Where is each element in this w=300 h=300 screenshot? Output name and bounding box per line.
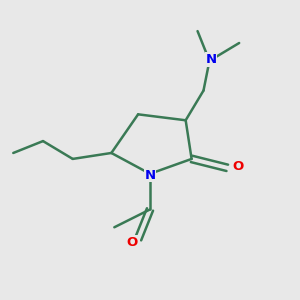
Text: O: O — [232, 160, 243, 173]
Text: O: O — [127, 236, 138, 249]
Text: N: N — [206, 53, 217, 66]
Text: N: N — [144, 169, 156, 182]
